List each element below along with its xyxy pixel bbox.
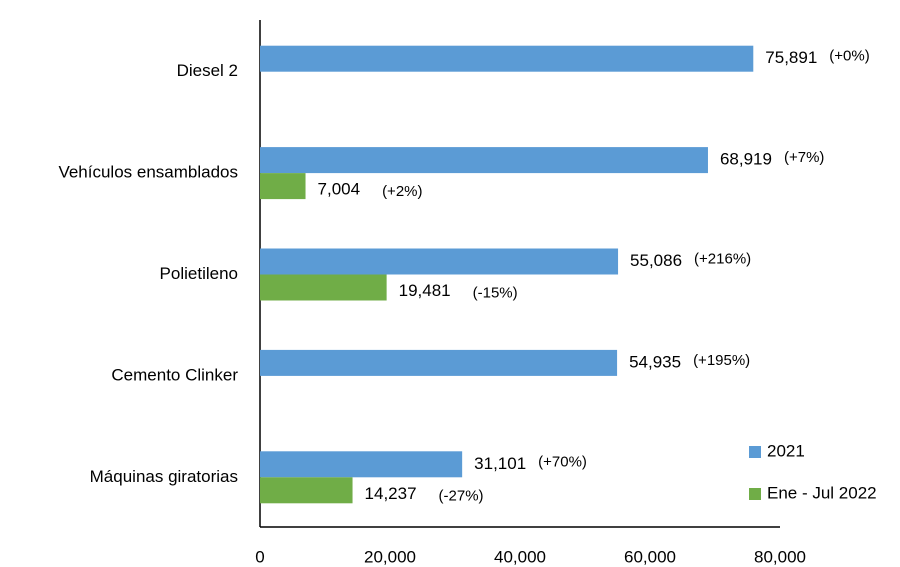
category-label: Diesel 2	[177, 61, 238, 80]
value-label: 75,891	[765, 48, 817, 67]
legend-label: Ene - Jul 2022	[767, 483, 877, 502]
legend-swatch	[749, 488, 761, 500]
x-tick-label: 60,000	[624, 547, 676, 566]
change-label: (-15%)	[473, 284, 518, 301]
value-label: 19,481	[399, 281, 451, 300]
bar	[260, 248, 619, 275]
bar	[260, 349, 618, 376]
change-label: (+0%)	[829, 48, 869, 65]
x-tick-label: 80,000	[754, 547, 806, 566]
value-label: 7,004	[318, 180, 361, 199]
category-label: Cemento Clinker	[111, 365, 238, 384]
bar	[260, 173, 306, 200]
x-tick-label: 20,000	[364, 547, 416, 566]
bar	[260, 147, 708, 174]
legend-swatch	[749, 446, 761, 458]
x-tick-label: 40,000	[494, 547, 546, 566]
change-label: (+2%)	[382, 183, 422, 200]
category-label: Máquinas giratorias	[90, 467, 238, 486]
legend-label: 2021	[767, 441, 805, 460]
bar	[260, 274, 387, 301]
change-label: (+70%)	[538, 453, 587, 470]
change-label: (+7%)	[784, 149, 824, 166]
bar	[260, 477, 353, 504]
change-label: (+216%)	[694, 250, 751, 267]
category-label: Polietileno	[160, 264, 238, 283]
change-label: (-27%)	[439, 487, 484, 504]
value-label: 55,086	[630, 251, 682, 270]
value-label: 14,237	[365, 484, 417, 503]
x-tick-label: 0	[255, 547, 264, 566]
category-label: Vehículos ensamblados	[58, 163, 238, 182]
value-label: 54,935	[629, 352, 681, 371]
bar	[260, 45, 754, 72]
change-label: (+195%)	[693, 352, 750, 369]
bar	[260, 451, 463, 478]
value-label: 68,919	[720, 150, 772, 169]
value-label: 31,101	[474, 454, 526, 473]
